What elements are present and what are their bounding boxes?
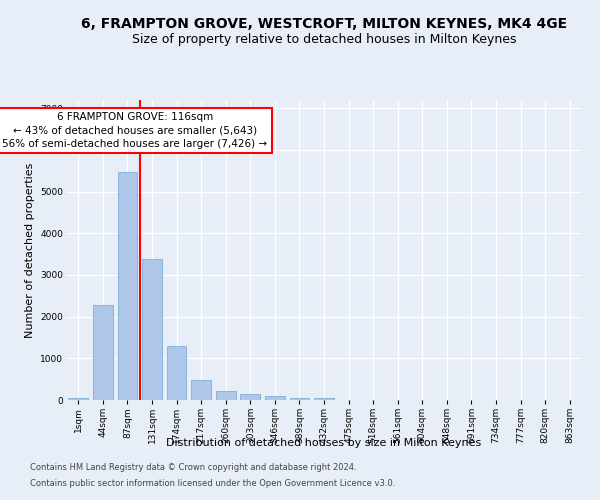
Bar [68,398,88,400]
Bar [142,259,162,400]
Text: 6 FRAMPTON GROVE: 116sqm
← 43% of detached houses are smaller (5,643)
56% of sem: 6 FRAMPTON GROVE: 116sqm ← 43% of detach… [2,112,268,149]
Bar [314,398,334,400]
Bar [191,380,211,400]
Bar [241,394,260,400]
Bar [265,396,284,400]
Bar [118,172,137,400]
Text: Contains HM Land Registry data © Crown copyright and database right 2024.: Contains HM Land Registry data © Crown c… [30,464,356,472]
Bar [216,391,236,400]
Bar [167,346,187,400]
Text: Size of property relative to detached houses in Milton Keynes: Size of property relative to detached ho… [132,32,516,46]
Bar [93,306,113,400]
Text: Distribution of detached houses by size in Milton Keynes: Distribution of detached houses by size … [166,438,482,448]
Y-axis label: Number of detached properties: Number of detached properties [25,162,35,338]
Bar [290,398,309,400]
Text: Contains public sector information licensed under the Open Government Licence v3: Contains public sector information licen… [30,478,395,488]
Text: 6, FRAMPTON GROVE, WESTCROFT, MILTON KEYNES, MK4 4GE: 6, FRAMPTON GROVE, WESTCROFT, MILTON KEY… [81,18,567,32]
